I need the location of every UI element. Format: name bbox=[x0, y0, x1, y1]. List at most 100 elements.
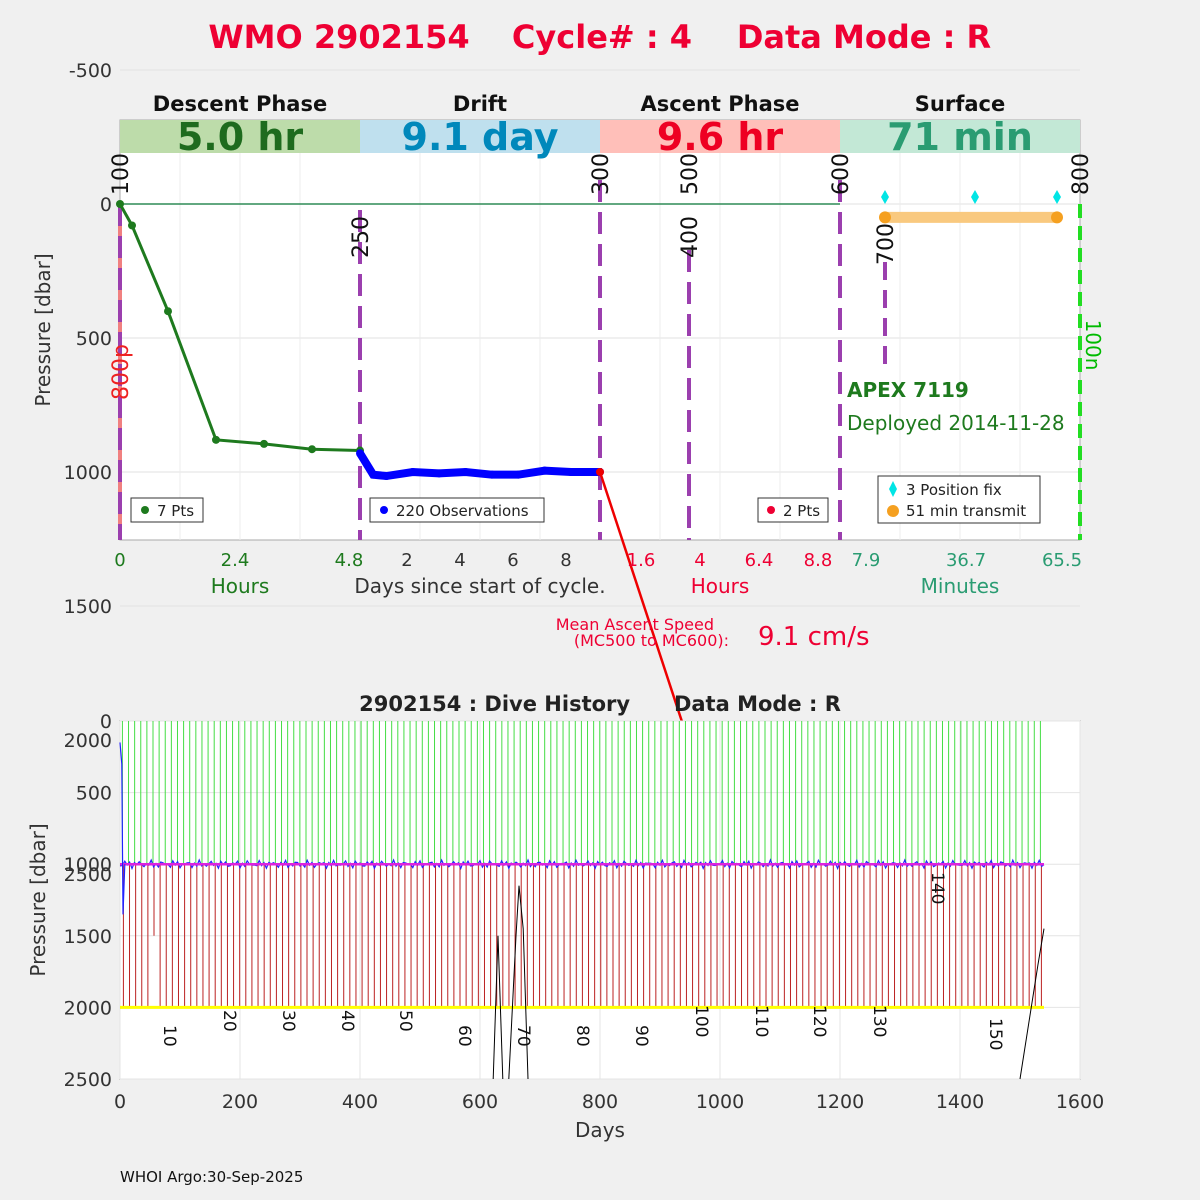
bottom-x-axis-label: Days bbox=[575, 1118, 625, 1142]
x-unit-surface: Minutes bbox=[921, 574, 1000, 598]
transmit-point bbox=[879, 211, 891, 224]
bottom-y-ticks: 0 500 1000 1500 2000 2500 bbox=[64, 711, 112, 1091]
mission-code-300: 300 bbox=[589, 153, 614, 195]
x-unit-drift: Days since start of cycle. bbox=[354, 574, 605, 598]
phase-title-3: Surface bbox=[915, 92, 1005, 116]
drift-point bbox=[435, 469, 444, 478]
float-name: APEX 7119 bbox=[847, 378, 969, 402]
top-y-tick-label: 1500 bbox=[64, 596, 112, 618]
phase-title-1: Drift bbox=[453, 92, 507, 116]
transmit-point bbox=[1051, 211, 1063, 224]
bottom-x-tick-label: 0 bbox=[114, 1091, 126, 1113]
legend-descent: 7 Pts bbox=[130, 497, 204, 523]
bottom-y-tick-label: 2000 bbox=[64, 997, 112, 1019]
drift-x-tick: 8 bbox=[560, 550, 571, 571]
position-fix-point bbox=[1053, 190, 1061, 204]
descent-point bbox=[116, 200, 124, 208]
ascent-point bbox=[596, 468, 604, 476]
top-y-tick-label: 2000 bbox=[64, 730, 112, 752]
ascent-speed-value: 9.1 cm/s bbox=[758, 622, 870, 652]
cycle-label: 150 bbox=[985, 1018, 1005, 1050]
header-cycle: Cycle# : 4 bbox=[512, 18, 692, 56]
drift-point bbox=[382, 472, 391, 481]
ascent-x-tick: 6.4 bbox=[745, 550, 774, 571]
legend-drift-label: 220 Observations bbox=[396, 502, 529, 520]
bottom-x-tick-label: 1000 bbox=[696, 1091, 744, 1113]
mission-code-100: 100 bbox=[109, 153, 134, 195]
top-x-ticks: 0 2.4 4.8 2 4 6 8 1.6 4 6.4 8.8 7.9 36.7 65.5 bbox=[114, 550, 1082, 571]
cycle-label: 30 bbox=[278, 1010, 298, 1032]
initial-descent bbox=[119, 742, 126, 915]
bottom-x-tick-label: 1400 bbox=[936, 1091, 984, 1113]
position-fix-point bbox=[971, 190, 979, 204]
bottom-x-ticks: 0 200 400 600 800 1000 1200 1400 1600 bbox=[114, 1091, 1104, 1113]
surface-x-tick: 65.5 bbox=[1042, 550, 1082, 571]
mission-codes: 100 250 300 500 600 400 700 800 bbox=[109, 153, 1094, 265]
position-fix-legend-icon bbox=[889, 481, 897, 497]
mission-code-700: 700 bbox=[874, 223, 899, 265]
cycle-label: 110 bbox=[751, 1005, 771, 1037]
phase-band-3 bbox=[840, 120, 1080, 153]
bottom-title: 2902154 : Dive History Data Mode : R bbox=[359, 692, 841, 716]
descent-x-tick: 0 bbox=[114, 550, 125, 571]
drift-point bbox=[540, 466, 549, 475]
bottom-x-tick-label: 1200 bbox=[816, 1091, 864, 1113]
descent-point bbox=[128, 221, 136, 230]
bottom-series bbox=[119, 721, 1045, 1080]
phase-band-2 bbox=[600, 120, 840, 153]
bathymetry-trace-3 bbox=[1019, 928, 1045, 1080]
descent-point bbox=[164, 307, 172, 316]
top-y-tick-label: 2500 bbox=[64, 864, 112, 886]
x-unit-ascent: Hours bbox=[691, 574, 750, 598]
drift-point bbox=[408, 468, 417, 476]
bottom-x-tick-label: 600 bbox=[462, 1091, 498, 1113]
phase-band-1 bbox=[360, 120, 600, 153]
drift-x-tick: 4 bbox=[454, 550, 465, 571]
cycle-label: 40 bbox=[337, 1010, 357, 1032]
footer-credit: WHOI Argo:30-Sep-2025 bbox=[120, 1168, 303, 1186]
cycle-label: 10 bbox=[159, 1025, 179, 1047]
cycle-label: 90 bbox=[631, 1025, 651, 1047]
surface-x-tick: 36.7 bbox=[946, 550, 986, 571]
descent-point bbox=[260, 439, 268, 448]
phase-duration-2: 9.6 hr bbox=[657, 115, 784, 159]
ascent-speed-label-2: (MC500 to MC600): bbox=[574, 631, 729, 650]
cycle-label: 60 bbox=[454, 1025, 474, 1047]
bottom-y-tick-label: 0 bbox=[100, 711, 112, 733]
bottom-x-tick-label: 200 bbox=[222, 1091, 258, 1113]
side-label-right: 100n bbox=[1081, 320, 1105, 371]
side-label-left: 800p bbox=[109, 344, 134, 400]
surface-x-tick: 7.9 bbox=[852, 550, 881, 571]
deployed-date: Deployed 2014-11-28 bbox=[847, 411, 1065, 435]
cycle-label: 70 bbox=[513, 1025, 533, 1047]
transmit-legend-icon bbox=[887, 505, 899, 517]
header-mode: Data Mode : R bbox=[737, 18, 991, 56]
ascent-x-tick: 8.8 bbox=[804, 550, 833, 571]
ascent-speed-label-1: Mean Ascent Speed bbox=[556, 615, 714, 634]
bathymetry-trace-2 bbox=[508, 885, 529, 1080]
cycle-label: 120 bbox=[809, 1005, 829, 1037]
bottom-x-tick-label: 1600 bbox=[1056, 1091, 1104, 1113]
legend-descent-label: 7 Pts bbox=[157, 502, 194, 520]
drift-point bbox=[487, 470, 496, 479]
drift-point bbox=[461, 468, 470, 476]
position-fix-point bbox=[881, 190, 889, 204]
drift-point bbox=[356, 449, 364, 458]
ascent-x-tick: 4 bbox=[694, 550, 705, 571]
mission-code-250: 250 bbox=[349, 216, 374, 258]
header-wmo: WMO 2902154 bbox=[208, 18, 469, 56]
phase-duration-3: 71 min bbox=[887, 115, 1033, 159]
drift-point bbox=[369, 470, 378, 479]
bathymetry-trace-1 bbox=[492, 935, 504, 1080]
bottom-y-tick-label: 1500 bbox=[64, 926, 112, 948]
mission-code-400: 400 bbox=[678, 216, 703, 258]
phase-band-0 bbox=[120, 120, 360, 153]
legend-transmit-label: 51 min transmit bbox=[906, 502, 1026, 520]
bottom-y-tick-label: 2500 bbox=[64, 1069, 112, 1091]
phase-duration-0: 5.0 hr bbox=[177, 115, 304, 159]
bottom-x-tick-label: 400 bbox=[342, 1091, 378, 1113]
legend-ascent: 2 Pts bbox=[757, 497, 829, 523]
phase-title-2: Ascent Phase bbox=[641, 92, 800, 116]
